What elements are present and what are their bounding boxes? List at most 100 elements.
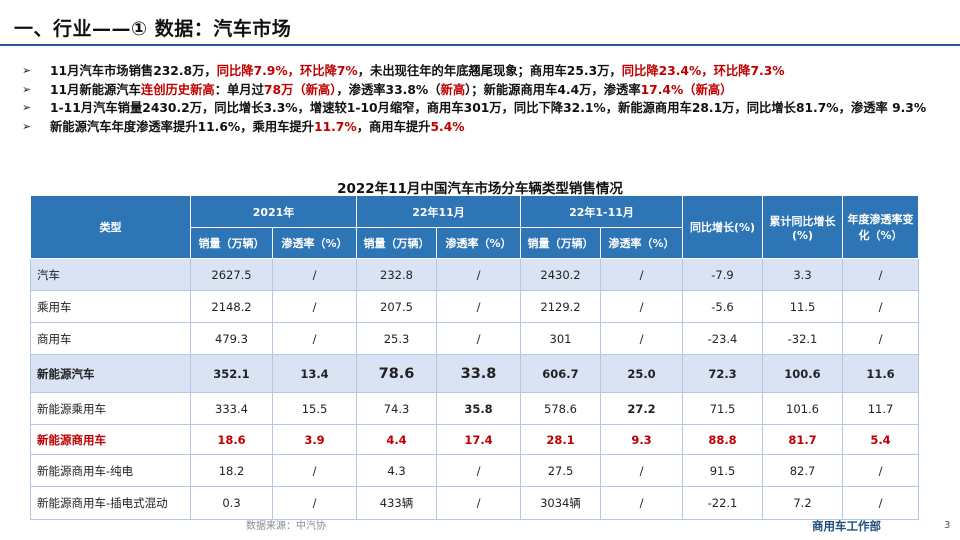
- header-sales: 销量（万辆）: [356, 227, 437, 259]
- cell: /: [272, 290, 357, 323]
- cell: 352.1: [190, 354, 273, 393]
- cell: /: [842, 290, 919, 323]
- page-number: 3: [944, 520, 951, 531]
- cell: -22.1: [682, 486, 763, 520]
- row-name: 新能源商用车: [30, 424, 191, 455]
- cell: /: [600, 486, 683, 520]
- cell: 333.4: [190, 392, 273, 425]
- cell: 3.9: [272, 424, 357, 455]
- cell: 25.3: [356, 322, 437, 355]
- header-type: 类型: [30, 195, 191, 259]
- cell: 18.6: [190, 424, 273, 455]
- cell: -5.6: [682, 290, 763, 323]
- title-divider: [0, 44, 960, 46]
- header-pen-change: 年度渗透率变化（%）: [842, 195, 919, 259]
- cell: /: [272, 486, 357, 520]
- cell: /: [842, 454, 919, 487]
- row-name: 新能源乘用车: [30, 392, 191, 425]
- table-title: 2022年11月中国汽车市场分车辆类型销售情况: [337, 181, 623, 197]
- footer-department: 商用车工作部: [812, 519, 881, 533]
- cell: 301: [520, 322, 601, 355]
- header-2021: 2021年: [190, 195, 357, 228]
- cell: 81.7: [762, 424, 843, 455]
- cell: 17.4: [436, 424, 521, 455]
- cell: 13.4: [272, 354, 357, 393]
- cell: 100.6: [762, 354, 843, 393]
- cell: 0.3: [190, 486, 273, 520]
- bullet-item: ➢ 11月汽车市场销售232.8万，同比降7.9%，环比降7%，未出现往年的年底…: [22, 62, 927, 81]
- cell: 5.4: [842, 424, 919, 455]
- header-sales: 销量（万辆）: [520, 227, 601, 259]
- arrow-bullet-icon: ➢: [22, 101, 32, 114]
- cell: 2627.5: [190, 258, 273, 291]
- cell: 9.3: [600, 424, 683, 455]
- cell: 578.6: [520, 392, 601, 425]
- header-penetration: 渗透率（%）: [436, 227, 521, 259]
- sales-table: 类型 2021年 22年11月 22年1-11月 同比增长(%) 累计同比增长(…: [30, 195, 919, 520]
- cell: /: [272, 322, 357, 355]
- cell: 72.3: [682, 354, 763, 393]
- cell: -7.9: [682, 258, 763, 291]
- arrow-bullet-icon: ➢: [22, 64, 32, 77]
- data-source-note: 数据来源：中汽协: [246, 521, 326, 532]
- table-row: 汽车 2627.5 / 232.8 / 2430.2 / -7.9 3.3 /: [30, 258, 919, 291]
- cell: 433辆: [356, 486, 437, 520]
- bullet-item: ➢ 11月新能源汽车连创历史新高：单月过78万（新高），渗透率33.8%（新高）…: [22, 81, 927, 100]
- cell: 88.8: [682, 424, 763, 455]
- cell: 25.0: [600, 354, 683, 393]
- header-sales: 销量（万辆）: [190, 227, 273, 259]
- row-name: 新能源商用车-纯电: [30, 454, 191, 487]
- cell: /: [272, 454, 357, 487]
- bullet-item: ➢ 新能源汽车年度渗透率提升11.6%，乘用车提升11.7%，商用车提升5.4%: [22, 118, 927, 137]
- row-name: 商用车: [30, 322, 191, 355]
- cell: 4.4: [356, 424, 437, 455]
- table-row: 新能源汽车 352.1 13.4 78.6 33.8 606.7 25.0 72…: [30, 354, 919, 393]
- cell: /: [600, 322, 683, 355]
- row-name: 新能源汽车: [30, 354, 191, 393]
- cell: 35.8: [436, 392, 521, 425]
- cell: 2430.2: [520, 258, 601, 291]
- cell: 11.5: [762, 290, 843, 323]
- header-nov: 22年11月: [356, 195, 521, 228]
- table-row: 新能源商用车-纯电 18.2 / 4.3 / 27.5 / 91.5 82.7 …: [30, 454, 919, 487]
- cell: 15.5: [272, 392, 357, 425]
- cell: 18.2: [190, 454, 273, 487]
- cell: 11.6: [842, 354, 919, 393]
- cell: 101.6: [762, 392, 843, 425]
- table-row: 商用车 479.3 / 25.3 / 301 / -23.4 -32.1 /: [30, 322, 919, 355]
- row-name: 汽车: [30, 258, 191, 291]
- cell: 71.5: [682, 392, 763, 425]
- table-row: 新能源商用车 18.6 3.9 4.4 17.4 28.1 9.3 88.8 8…: [30, 424, 919, 455]
- header-cum-yoy: 累计同比增长(%): [762, 195, 843, 259]
- cell: 27.2: [600, 392, 683, 425]
- table-row: 新能源商用车-插电式混动 0.3 / 433辆 / 3034辆 / -22.1 …: [30, 486, 919, 520]
- cell: /: [600, 258, 683, 291]
- header-penetration: 渗透率（%）: [272, 227, 357, 259]
- cell: 82.7: [762, 454, 843, 487]
- row-name: 乘用车: [30, 290, 191, 323]
- cell: 2129.2: [520, 290, 601, 323]
- cell: /: [600, 454, 683, 487]
- table-row: 乘用车 2148.2 / 207.5 / 2129.2 / -5.6 11.5 …: [30, 290, 919, 323]
- summary-bullets: ➢ 11月汽车市场销售232.8万，同比降7.9%，环比降7%，未出现往年的年底…: [22, 62, 927, 136]
- cell: 3.3: [762, 258, 843, 291]
- cell: /: [436, 454, 521, 487]
- cell: 33.8: [436, 354, 521, 393]
- cell: 207.5: [356, 290, 437, 323]
- cell: 7.2: [762, 486, 843, 520]
- cell: -32.1: [762, 322, 843, 355]
- cell: 479.3: [190, 322, 273, 355]
- cell: 232.8: [356, 258, 437, 291]
- cell: /: [436, 258, 521, 291]
- cell: /: [842, 486, 919, 520]
- bullet-item: ➢ 1-11月汽车销量2430.2万，同比增长3.3%，增速较1-10月缩窄，商…: [22, 99, 927, 118]
- cell: 91.5: [682, 454, 763, 487]
- arrow-bullet-icon: ➢: [22, 119, 32, 133]
- cell: /: [436, 290, 521, 323]
- cell: /: [436, 486, 521, 520]
- row-name: 新能源商用车-插电式混动: [30, 486, 191, 520]
- page-title: 一、行业——① 数据：汽车市场: [14, 18, 292, 40]
- table-row: 新能源乘用车 333.4 15.5 74.3 35.8 578.6 27.2 7…: [30, 392, 919, 425]
- cell: /: [436, 322, 521, 355]
- arrow-bullet-icon: ➢: [22, 82, 32, 96]
